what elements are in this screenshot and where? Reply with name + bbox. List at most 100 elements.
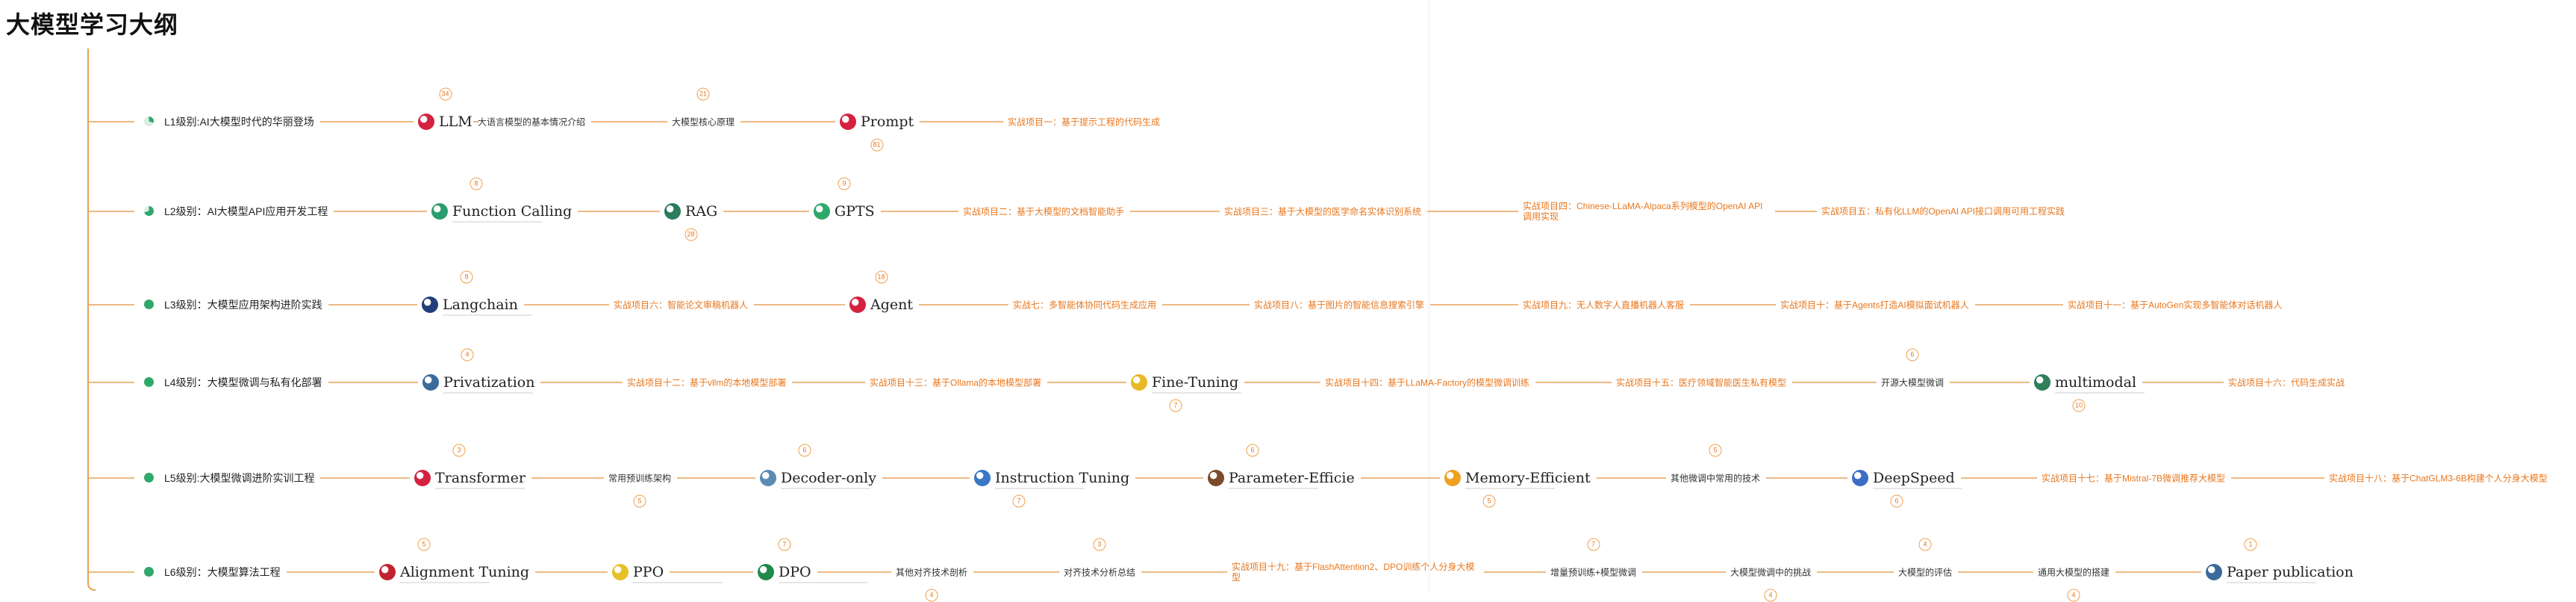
count-badge[interactable]: 4 xyxy=(925,589,938,602)
node-label: Privatization xyxy=(443,374,535,391)
count-badge[interactable]: 9 xyxy=(838,177,851,190)
memory-efficient-node[interactable]: Memory-Efficient xyxy=(1444,470,1591,489)
parameter-efficient-node[interactable]: Parameter-Efficie xyxy=(1208,470,1355,489)
project-node[interactable]: 实战项目三：基于大模型的医学命名实体识别系统 xyxy=(1224,206,1422,217)
count-badge[interactable]: 21 xyxy=(696,87,710,101)
count-badge[interactable]: 34 xyxy=(439,87,452,101)
level-progress-icon xyxy=(144,117,154,126)
count-badge[interactable]: 6 xyxy=(1890,494,1903,508)
topic-node[interactable]: 对齐技术分析总结 xyxy=(1064,567,1136,578)
decoder-node[interactable]: Decoder-only xyxy=(760,470,876,489)
project-node[interactable]: 实战项目十三：基于Ollama的本地模型部署 xyxy=(870,377,1042,388)
count-badge[interactable]: 5 xyxy=(1709,444,1722,457)
count-badge[interactable]: 4 xyxy=(461,348,474,361)
count-badge[interactable]: 8 xyxy=(460,270,473,284)
multimodal-node[interactable]: multimodal xyxy=(2034,374,2145,394)
node-label: LLM xyxy=(439,114,473,130)
project-node[interactable]: 实战项目四：Chinese-LLaMA-Alpaca系列模型的OpenAI AP… xyxy=(1523,201,1763,222)
count-badge[interactable]: 5 xyxy=(1482,494,1496,508)
gpts-icon xyxy=(814,203,830,220)
project-node[interactable]: 实战项目二：基于大模型的文档智能助手 xyxy=(963,206,1125,217)
level-label[interactable]: L4级别：大模型微调与私有化部署 xyxy=(164,376,322,388)
logo-tagline-decoration xyxy=(781,488,870,489)
topic-node[interactable]: 大模型的评估 xyxy=(1898,567,1953,578)
count-badge[interactable]: 4 xyxy=(2067,589,2080,602)
topic-node[interactable]: 通用大模型的搭建 xyxy=(2038,567,2110,578)
paper-publication-icon xyxy=(2206,564,2222,580)
prompt-node[interactable]: Prompt xyxy=(840,114,914,130)
topic-node[interactable]: 常用预训练架构 xyxy=(608,473,672,484)
rag-node[interactable]: RAG xyxy=(664,203,717,220)
fine-tuning-node[interactable]: Fine-Tuning xyxy=(1131,374,1241,394)
count-badge[interactable]: 6 xyxy=(798,444,811,457)
level-label[interactable]: L1级别:AI大模型时代的华丽登场 xyxy=(164,116,314,128)
count-badge[interactable]: 1 xyxy=(2244,538,2257,551)
logo-tagline-decoration xyxy=(1873,488,1962,489)
rag-icon xyxy=(664,203,681,220)
ppo-node[interactable]: PPO xyxy=(612,564,723,583)
project-node[interactable]: 实战项目十：基于Agents打造AI模拟面试机器人 xyxy=(1780,300,1969,311)
level-label[interactable]: L6级别：大模型算法工程 xyxy=(164,566,281,578)
function-calling-icon xyxy=(431,203,448,220)
node-label: Prompt xyxy=(861,114,914,130)
deepspeed-node[interactable]: DeepSpeed xyxy=(1852,470,1962,489)
project-node[interactable]: 实战项目一：基于提示工程的代码生成 xyxy=(1008,117,1161,128)
fine-tuning-icon xyxy=(1131,374,1147,391)
project-node[interactable]: 实战项目十六：代码生成实战 xyxy=(2228,377,2345,388)
function-calling-node[interactable]: Function Calling xyxy=(431,203,572,223)
count-badge[interactable]: 7 xyxy=(1012,494,1026,508)
count-badge[interactable]: 4 xyxy=(1764,589,1777,602)
agent-icon xyxy=(849,297,866,313)
count-badge[interactable]: 4 xyxy=(1918,538,1932,551)
level-label[interactable]: L5级别:大模型微调进阶实训工程 xyxy=(164,472,315,484)
project-node[interactable]: 实战项目六：智能论文审稿机器人 xyxy=(614,300,749,311)
spine-line xyxy=(87,49,96,591)
count-badge[interactable]: 28 xyxy=(684,228,697,241)
project-node[interactable]: 实战项目十八：基于ChatGLM3-6B构建个人分身大模型 xyxy=(2329,473,2548,484)
count-badge[interactable]: 81 xyxy=(870,138,883,152)
count-badge[interactable]: 7 xyxy=(778,538,791,551)
count-badge[interactable]: 5 xyxy=(633,494,646,508)
topic-node[interactable]: 大模型核心原理 xyxy=(672,117,735,128)
logo-tagline-decoration xyxy=(633,582,723,583)
project-node[interactable]: 实战项目八：基于图片的智能信息搜索引擎 xyxy=(1254,300,1425,311)
paper-publication-node[interactable]: Paper publication xyxy=(2206,564,2354,583)
llm-node[interactable]: LLM xyxy=(418,114,473,130)
project-node[interactable]: 实战项目十一：基于AutoGen实现多智能体对话机器人 xyxy=(2068,300,2283,311)
count-badge[interactable]: 3 xyxy=(1093,538,1106,551)
count-badge[interactable]: 7 xyxy=(1169,399,1182,412)
count-badge[interactable]: 6 xyxy=(1906,348,1919,361)
transformer-node[interactable]: Transformer xyxy=(414,470,526,489)
count-badge[interactable]: 7 xyxy=(1587,538,1600,551)
alignment-tuning-node[interactable]: Alignment Tuning xyxy=(379,564,529,583)
project-node[interactable]: 实战项目十二：基于vllm的本地模型部署 xyxy=(627,377,787,388)
project-node[interactable]: 实战项目九：无人数字人直播机器人客服 xyxy=(1523,300,1685,311)
project-node[interactable]: 实战项目十四：基于LLaMA-Factory的模型微调训练 xyxy=(1325,377,1530,388)
level-label[interactable]: L2级别：AI大模型API应用开发工程 xyxy=(164,205,328,217)
project-node[interactable]: 实战七：多智能体协同代码生成应用 xyxy=(1013,300,1157,311)
project-node[interactable]: 实战项目五：私有化LLM的OpenAI API接口调用可用工程实践 xyxy=(1821,206,2065,217)
count-badge[interactable]: 3 xyxy=(452,444,466,457)
count-badge[interactable]: 10 xyxy=(2072,399,2086,412)
agent-node[interactable]: Agent xyxy=(849,297,913,313)
gpts-node[interactable]: GPTS xyxy=(814,203,875,220)
topic-node[interactable]: 增量预训练+模型微调 xyxy=(1550,567,1637,578)
topic-node[interactable]: 其他对齐技术剖析 xyxy=(896,567,968,578)
topic-node[interactable]: 大模型微调中的挑战 xyxy=(1730,567,1812,578)
project-node[interactable]: 实战项目十九：基于FlashAttention2、DPO训练个人分身大模型 xyxy=(1232,562,1475,583)
count-badge[interactable]: 8 xyxy=(470,177,483,190)
langchain-node[interactable]: Langchain xyxy=(422,297,532,316)
level-label[interactable]: L3级别：大模型应用架构进阶实践 xyxy=(164,299,322,311)
topic-node[interactable]: 开源大模型微调 xyxy=(1881,377,1945,388)
count-badge[interactable]: 5 xyxy=(417,538,431,551)
project-node[interactable]: 实战项目十五：医疗领域智能医生私有模型 xyxy=(1616,377,1787,388)
count-badge[interactable]: 6 xyxy=(1246,444,1259,457)
privatization-node[interactable]: Privatization xyxy=(422,374,535,394)
dpo-node[interactable]: DPO xyxy=(758,564,868,583)
topic-node[interactable]: 大语言模型的基本情况介绍 xyxy=(478,117,586,128)
project-node[interactable]: 实战项目十七：基于Mistral-7B微调推荐大模型 xyxy=(2042,473,2226,484)
instruction-tuning-node[interactable]: Instruction Tuning xyxy=(974,470,1129,489)
topic-node[interactable]: 其他微调中常用的技术 xyxy=(1671,473,1761,484)
deepspeed-icon xyxy=(1852,470,1868,486)
count-badge[interactable]: 18 xyxy=(875,270,888,284)
